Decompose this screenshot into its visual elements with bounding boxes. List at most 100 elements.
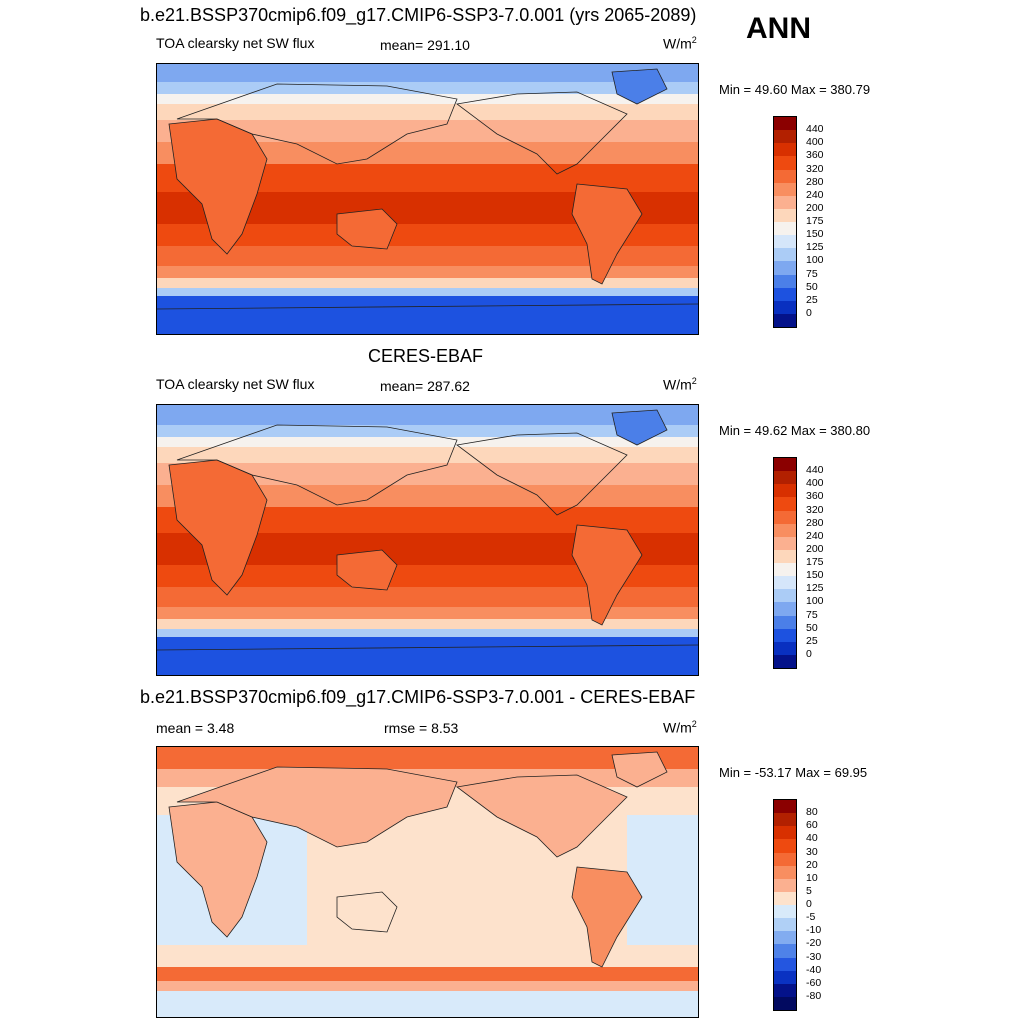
colorbar-tick-label: 440 <box>806 123 824 136</box>
colorbar-tick-label: 5 <box>806 884 812 897</box>
eurasia-land <box>176 83 458 165</box>
colorbar-swatch <box>774 970 796 984</box>
band <box>157 120 698 142</box>
colorbar-tick-label: 50 <box>806 621 818 634</box>
south-america-land <box>571 524 643 626</box>
panel2-map <box>156 404 699 676</box>
colorbar-swatch <box>774 891 796 905</box>
colorbar-swatch <box>774 839 796 853</box>
panel2-minmax: Min = 49.62 Max = 380.80 <box>719 423 871 438</box>
band <box>157 637 698 675</box>
colorbar-swatch <box>774 208 796 222</box>
colorbar-swatch <box>774 261 796 275</box>
southern-band <box>157 981 698 991</box>
greenland-land <box>611 409 668 446</box>
colorbar-swatch <box>774 484 796 498</box>
panel3-map-svg <box>157 747 698 1017</box>
panel1-variable: TOA clearsky net SW flux <box>156 35 315 51</box>
colorbar-tick-label: 200 <box>806 542 824 555</box>
australia-land <box>336 891 398 933</box>
colorbar-tick-label: 440 <box>806 464 824 477</box>
colorbar-tick-label: 0 <box>806 306 812 319</box>
colorbar-swatch <box>774 905 796 919</box>
south-america-land <box>571 866 643 968</box>
colorbar-tick-label: 240 <box>806 188 824 201</box>
colorbar-swatch <box>774 287 796 301</box>
eurasia-land <box>176 766 458 848</box>
colorbar-tick-label: 150 <box>806 228 824 241</box>
colorbar-swatch <box>774 235 796 249</box>
colorbar-tick-label: 100 <box>806 595 824 608</box>
colorbar-swatch <box>774 497 796 511</box>
colorbar-tick-label: -20 <box>806 937 822 950</box>
australia-land <box>336 549 398 591</box>
colorbar-tick-label: 25 <box>806 634 818 647</box>
colorbar-swatch <box>774 471 796 485</box>
colorbar-tick-label: 150 <box>806 569 824 582</box>
season-label: ANN <box>746 12 811 45</box>
colorbar-swatch <box>774 156 796 170</box>
panel3-minmax: Min = -53.17 Max = 69.95 <box>719 765 868 780</box>
colorbar-swatch <box>774 313 796 327</box>
panel3-mean: mean = 3.48 <box>156 720 235 736</box>
colorbar-swatch <box>774 957 796 971</box>
colorbar-swatch <box>774 536 796 550</box>
colorbar-swatch <box>774 865 796 879</box>
band <box>157 607 698 619</box>
colorbar-swatch <box>774 944 796 958</box>
colorbar-swatch <box>774 576 796 590</box>
band <box>157 246 698 266</box>
colorbar-swatch <box>774 878 796 892</box>
colorbar-tick-label: 400 <box>806 136 824 149</box>
colorbar-swatch <box>774 248 796 262</box>
north-america-land <box>456 774 628 858</box>
colorbar-tick-label: 360 <box>806 149 824 162</box>
panel2-map-svg <box>157 405 698 675</box>
panel3-units: W/m2 <box>663 719 697 736</box>
colorbar-tick-label: 40 <box>806 832 818 845</box>
panel2-title: CERES-EBAF <box>368 346 484 366</box>
band <box>157 437 698 447</box>
panel3-map <box>156 746 699 1018</box>
colorbar-tick-label: -5 <box>806 911 816 924</box>
band <box>157 82 698 94</box>
band <box>157 565 698 587</box>
colorbar-swatch <box>774 523 796 537</box>
band <box>157 463 698 485</box>
panel2-units: W/m2 <box>663 376 697 393</box>
band <box>157 94 698 104</box>
band <box>157 104 698 120</box>
colorbar-swatch <box>774 182 796 196</box>
colorbar-swatch <box>774 852 796 866</box>
colorbar-swatch <box>774 813 796 827</box>
colorbar-swatch <box>774 300 796 314</box>
colorbar-swatch <box>774 826 796 840</box>
colorbar-tick-label: 100 <box>806 254 824 267</box>
colorbar-swatch <box>774 654 796 668</box>
southern-band <box>157 967 698 981</box>
colorbar-swatch <box>774 274 796 288</box>
colorbar-tick-label: -10 <box>806 924 822 937</box>
band <box>157 296 698 334</box>
southern-band <box>157 991 698 1017</box>
colorbar-tick-label: 125 <box>806 241 824 254</box>
band <box>157 64 698 82</box>
band <box>157 447 698 463</box>
colorbar-tick-label: 80 <box>806 806 818 819</box>
band <box>157 425 698 437</box>
colorbar-tick-label: 200 <box>806 201 824 214</box>
colorbar-tick-label: 125 <box>806 582 824 595</box>
colorbar-swatch <box>774 918 796 932</box>
north-america-land <box>456 432 628 516</box>
eurasia-land <box>176 424 458 506</box>
colorbar-tick-label: 25 <box>806 293 818 306</box>
australia-land <box>336 208 398 250</box>
band <box>157 619 698 629</box>
colorbar-swatch <box>774 458 796 472</box>
colorbar-swatch <box>774 615 796 629</box>
arctic-band <box>157 747 698 769</box>
band <box>157 224 698 246</box>
panel3-title: b.e21.BSSP370cmip6.f09_g17.CMIP6-SSP3-7.… <box>140 687 696 707</box>
north-america-land <box>456 91 628 175</box>
colorbar-tick-label: 60 <box>806 819 818 832</box>
